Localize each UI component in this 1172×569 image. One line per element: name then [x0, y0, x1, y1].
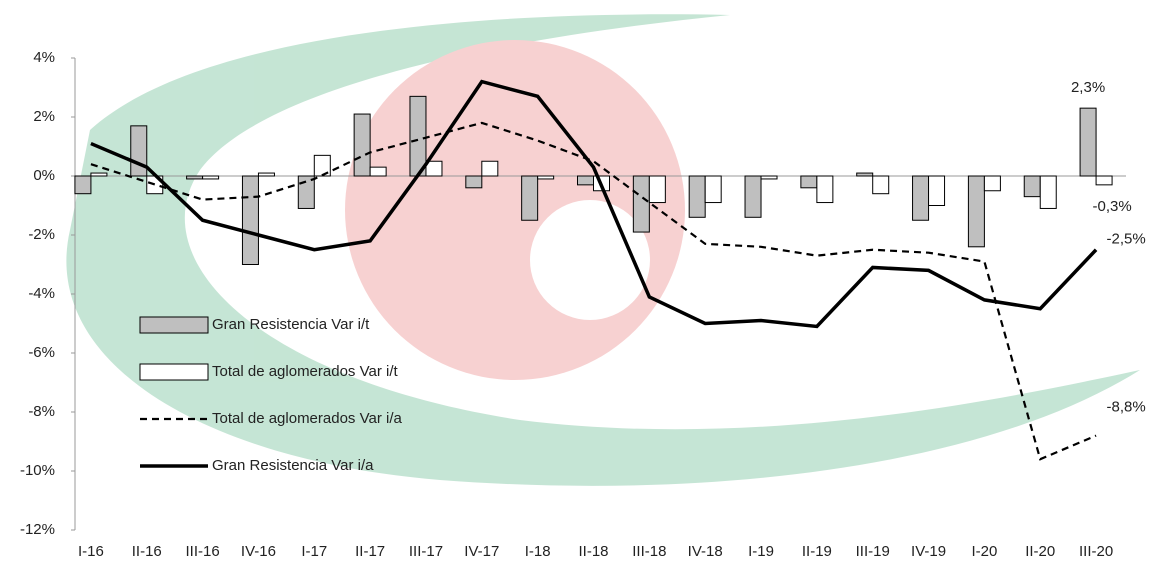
bar: [1095, 175, 1113, 186]
bar: [521, 175, 539, 221]
x-tick-label: IV-19: [911, 543, 946, 560]
y-tick-label: -8%: [28, 403, 55, 420]
bar: [648, 175, 666, 204]
y-tick-label: 2%: [33, 108, 55, 125]
watermark-circle: [345, 40, 685, 380]
bar: [130, 125, 148, 177]
bar: [983, 175, 1001, 192]
line: [90, 121, 1097, 461]
bar: [816, 175, 834, 204]
bar: [202, 175, 220, 180]
y-tick-label: -6%: [28, 344, 55, 361]
bar: [1079, 107, 1097, 177]
x-tick-label: IV-18: [688, 543, 723, 560]
x-tick-label: II-18: [578, 543, 608, 560]
x-tick-label: II-16: [132, 543, 162, 560]
y-tick-label: 4%: [33, 49, 55, 66]
x-tick-label: III-16: [186, 543, 220, 560]
legend-label: Total de aglomerados Var i/t: [212, 363, 398, 380]
bar: [186, 175, 204, 180]
x-tick-label: IV-17: [464, 543, 499, 560]
y-tick-label: -2%: [28, 226, 55, 243]
x-tick-label: IV-16: [241, 543, 276, 560]
bar: [760, 175, 778, 180]
bar: [577, 175, 594, 186]
data-label: -8,8%: [1106, 399, 1145, 416]
x-tick-label: I-17: [301, 543, 327, 560]
bar: [409, 95, 427, 177]
bar: [425, 160, 443, 177]
legend-label: Total de aglomerados Var i/a: [212, 410, 402, 427]
bar: [704, 175, 722, 204]
x-tick-label: I-20: [971, 543, 997, 560]
x-tick-label: III-17: [409, 543, 443, 560]
data-label: -0,3%: [1092, 198, 1131, 215]
bar: [912, 175, 930, 221]
x-tick-label: III-18: [632, 543, 666, 560]
bar: [928, 175, 946, 206]
x-tick-label: I-18: [525, 543, 551, 560]
legend-swatch: [139, 363, 209, 381]
legend-label: Gran Resistencia Var i/a: [212, 457, 374, 474]
bar: [967, 175, 985, 248]
bar: [257, 172, 275, 177]
bar: [74, 175, 92, 195]
x-tick-label: III-19: [856, 543, 890, 560]
bar: [465, 175, 483, 189]
data-label: -2,5%: [1106, 231, 1145, 248]
x-tick-label: II-19: [802, 543, 832, 560]
bar: [481, 160, 499, 177]
x-tick-label: III-20: [1079, 543, 1113, 560]
bar: [632, 175, 650, 233]
x-tick-label: I-16: [78, 543, 104, 560]
x-tick-label: II-20: [1025, 543, 1055, 560]
bar: [856, 172, 874, 177]
bar: [297, 175, 315, 209]
bar: [353, 113, 371, 177]
bar: [90, 172, 108, 177]
bar: [537, 175, 555, 180]
line: [90, 79, 1098, 329]
bar: [1039, 175, 1057, 209]
legend-swatch: [139, 316, 209, 334]
bar: [744, 175, 762, 218]
y-tick-label: 0%: [33, 167, 55, 184]
y-tick-label: -4%: [28, 285, 55, 302]
bar: [1023, 175, 1041, 198]
bar: [688, 175, 706, 218]
x-tick-label: I-19: [748, 543, 774, 560]
bar: [872, 175, 890, 195]
x-tick-label: II-17: [355, 543, 385, 560]
bar: [800, 175, 818, 189]
legend-label: Gran Resistencia Var i/t: [212, 316, 370, 333]
bar: [241, 175, 259, 265]
data-label: 2,3%: [1071, 79, 1105, 96]
y-tick-label: -10%: [20, 462, 55, 479]
y-tick-label: -12%: [20, 521, 55, 538]
bar: [369, 166, 387, 177]
